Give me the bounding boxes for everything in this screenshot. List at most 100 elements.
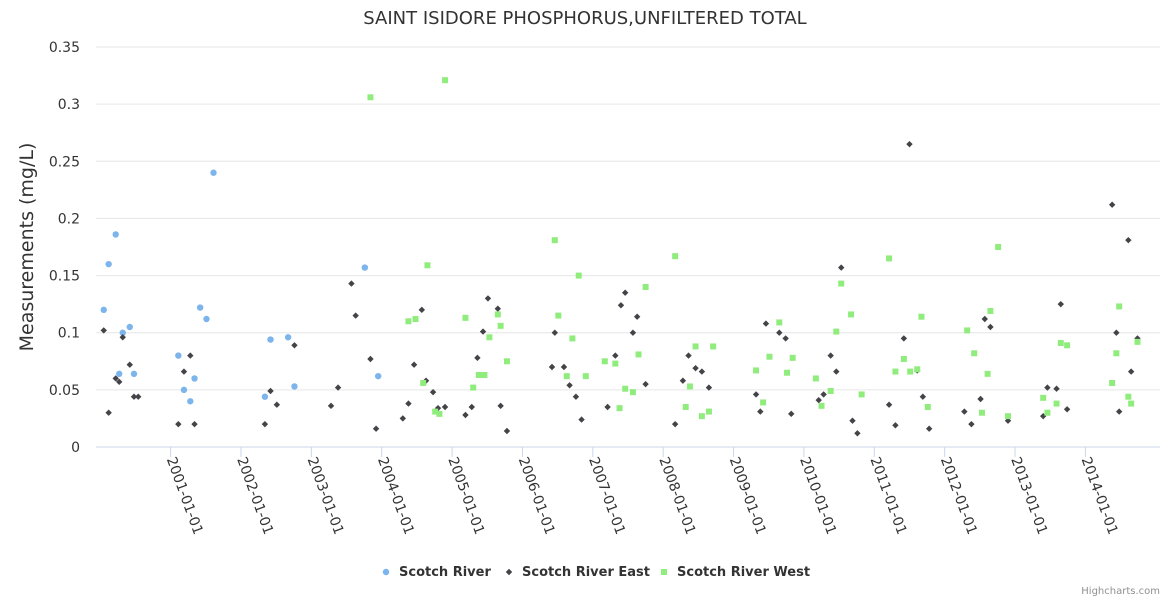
data-point[interactable] <box>1127 368 1135 375</box>
data-point[interactable] <box>925 425 933 432</box>
data-point[interactable] <box>762 320 770 327</box>
data-point[interactable] <box>405 400 412 407</box>
data-point[interactable] <box>705 408 712 415</box>
data-point[interactable] <box>334 384 342 391</box>
legend-item-scotch-river-west[interactable]: Scotch River West <box>661 565 810 580</box>
data-point[interactable] <box>642 284 649 290</box>
data-point[interactable] <box>757 408 764 415</box>
data-point[interactable] <box>267 387 274 395</box>
data-point[interactable] <box>261 393 269 400</box>
data-point[interactable] <box>886 255 893 262</box>
data-point[interactable] <box>267 336 274 343</box>
data-point[interactable] <box>622 385 629 392</box>
data-point[interactable] <box>1044 384 1051 391</box>
data-point[interactable] <box>1113 350 1120 357</box>
data-point[interactable] <box>633 313 641 320</box>
legend[interactable]: Scotch River Scotch River East Scotch Rive… <box>382 565 810 580</box>
data-point[interactable] <box>1063 406 1071 413</box>
legend-label[interactable]: Scotch River East <box>522 565 650 580</box>
data-point[interactable] <box>776 329 783 336</box>
data-point[interactable] <box>555 312 562 319</box>
data-point[interactable] <box>698 368 706 375</box>
legend-marker[interactable] <box>661 569 667 575</box>
data-point[interactable] <box>820 391 827 398</box>
data-point[interactable] <box>112 231 119 238</box>
data-point[interactable] <box>551 237 558 244</box>
data-point[interactable] <box>789 354 796 361</box>
data-point[interactable] <box>475 372 482 378</box>
data-point[interactable] <box>612 352 619 359</box>
data-point[interactable] <box>621 289 629 296</box>
data-point[interactable] <box>995 244 1002 250</box>
data-point[interactable] <box>827 352 834 359</box>
data-point[interactable] <box>119 329 126 336</box>
data-point[interactable] <box>900 335 908 342</box>
data-point[interactable] <box>116 378 123 386</box>
data-point[interactable] <box>885 401 893 408</box>
data-point[interactable] <box>572 393 580 400</box>
data-point[interactable] <box>191 420 198 428</box>
data-point[interactable] <box>327 402 335 410</box>
data-point[interactable] <box>892 368 899 375</box>
data-point[interactable] <box>766 353 773 360</box>
data-point[interactable] <box>906 140 913 148</box>
data-point[interactable] <box>130 370 138 378</box>
data-point[interactable] <box>671 420 679 428</box>
data-point[interactable] <box>462 411 469 419</box>
data-point[interactable] <box>753 367 760 374</box>
data-point[interactable] <box>692 364 699 372</box>
data-point[interactable] <box>686 383 693 390</box>
data-point[interactable] <box>116 370 123 378</box>
data-point[interactable] <box>130 393 138 400</box>
data-point[interactable] <box>1109 380 1116 386</box>
data-point[interactable] <box>682 404 689 410</box>
data-point[interactable] <box>710 343 717 350</box>
data-point[interactable] <box>919 393 927 400</box>
data-point[interactable] <box>1115 408 1123 415</box>
data-point[interactable] <box>848 311 855 318</box>
data-point[interactable] <box>560 363 568 371</box>
data-point[interactable] <box>604 403 611 411</box>
data-point[interactable] <box>818 402 825 409</box>
data-point[interactable] <box>1044 409 1051 416</box>
data-point[interactable] <box>833 328 840 335</box>
data-point[interactable] <box>849 417 856 424</box>
data-point[interactable] <box>1005 413 1011 420</box>
data-point[interactable] <box>210 169 217 176</box>
legend-item-scotch-river-east[interactable]: Scotch River East <box>505 565 650 580</box>
data-point[interactable] <box>412 316 419 322</box>
data-point[interactable] <box>374 372 382 380</box>
data-point[interactable] <box>372 425 380 432</box>
data-point[interactable] <box>815 396 822 404</box>
data-point[interactable] <box>629 389 636 396</box>
data-point[interactable] <box>486 334 493 341</box>
data-point[interactable] <box>692 343 699 350</box>
data-point[interactable] <box>984 370 991 377</box>
data-point[interactable] <box>135 393 142 400</box>
data-point[interactable] <box>112 375 119 382</box>
data-point[interactable] <box>858 391 865 398</box>
data-point[interactable] <box>788 410 795 418</box>
data-point[interactable] <box>977 395 984 403</box>
data-point[interactable] <box>1057 300 1064 308</box>
data-point[interactable] <box>617 302 625 309</box>
data-point[interactable] <box>566 382 573 389</box>
data-point[interactable] <box>548 363 556 371</box>
data-point[interactable] <box>987 308 994 314</box>
data-point[interactable] <box>760 399 767 406</box>
data-point[interactable] <box>424 262 431 269</box>
data-point[interactable] <box>892 422 899 429</box>
data-point[interactable] <box>1113 329 1120 336</box>
data-point[interactable] <box>833 368 840 375</box>
data-point[interactable] <box>854 430 861 437</box>
data-point[interactable] <box>1040 394 1047 401</box>
data-point[interactable] <box>987 323 994 331</box>
data-point[interactable] <box>100 306 107 314</box>
data-point[interactable] <box>399 415 407 422</box>
data-point[interactable] <box>569 335 576 342</box>
data-point[interactable] <box>961 408 968 415</box>
data-point[interactable] <box>180 386 188 394</box>
data-point[interactable] <box>971 350 978 357</box>
data-point[interactable] <box>187 398 194 405</box>
data-point[interactable] <box>261 420 269 428</box>
